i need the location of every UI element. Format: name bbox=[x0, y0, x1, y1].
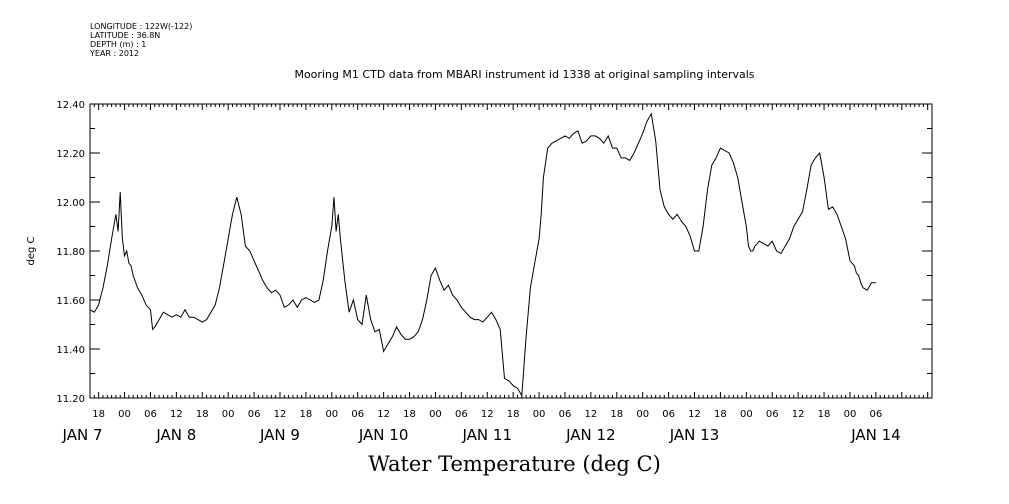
x-hour-label: 00 bbox=[118, 409, 131, 420]
x-hour-label: 18 bbox=[300, 409, 313, 420]
x-hour-label: 12 bbox=[688, 409, 701, 420]
x-day-label: JAN 9 bbox=[259, 426, 300, 444]
y-axis: 11.20 11.40 11.60 11.80 12.00 12.20 12.40 bbox=[56, 100, 932, 405]
longitude-label: LONGITUDE : 122W(-122) bbox=[90, 22, 193, 31]
x-hour-label: 00 bbox=[222, 409, 235, 420]
x-hour-label: 12 bbox=[792, 409, 805, 420]
x-hour-label: 06 bbox=[662, 409, 675, 420]
x-hour-label: 06 bbox=[559, 409, 572, 420]
x-hour-label: 18 bbox=[196, 409, 209, 420]
x-hour-label: 00 bbox=[740, 409, 753, 420]
x-hour-label: 18 bbox=[714, 409, 727, 420]
x-hour-label: 12 bbox=[585, 409, 598, 420]
header-info: LONGITUDE : 122W(-122) LATITUDE : 36.8N … bbox=[90, 22, 192, 58]
x-hour-label: 18 bbox=[92, 409, 105, 420]
x-hour-label: 06 bbox=[144, 409, 157, 420]
x-hour-label: 06 bbox=[248, 409, 261, 420]
x-day-label: JAN 12 bbox=[565, 426, 616, 444]
x-hour-label: 12 bbox=[274, 409, 287, 420]
x-day-label: JAN 13 bbox=[669, 426, 720, 444]
y-tick-label: 12.20 bbox=[56, 149, 85, 160]
x-hour-label: 12 bbox=[170, 409, 183, 420]
x-hour-label: 12 bbox=[377, 409, 390, 420]
series-line bbox=[89, 112, 876, 398]
x-hour-label: 00 bbox=[429, 409, 442, 420]
year-label: YEAR : 2012 bbox=[90, 49, 140, 58]
x-hour-label: 18 bbox=[818, 409, 831, 420]
x-day-label: JAN 10 bbox=[358, 426, 409, 444]
x-hour-label: 06 bbox=[351, 409, 364, 420]
x-day-label: JAN 11 bbox=[462, 426, 513, 444]
y-tick-label: 11.80 bbox=[56, 247, 85, 258]
x-hour-label: 00 bbox=[533, 409, 546, 420]
x-hour-label: 00 bbox=[636, 409, 649, 420]
y-tick-label: 11.60 bbox=[56, 296, 85, 307]
latitude-label: LATITUDE : 36.8N bbox=[90, 31, 161, 40]
depth-label: DEPTH (m) : 1 bbox=[90, 40, 147, 49]
x-hour-label: 12 bbox=[481, 409, 494, 420]
x-day-label: JAN 8 bbox=[155, 426, 196, 444]
x-hour-label: 00 bbox=[844, 409, 857, 420]
x-hour-label: 18 bbox=[610, 409, 623, 420]
y-tick-label: 12.40 bbox=[56, 100, 85, 111]
x-axis-title: Water Temperature (deg C) bbox=[368, 452, 661, 476]
x-axis: 18 00 06 12 18 00 06 12 18 00 06 12 18 00 06 12 18 00 06 12… bbox=[62, 104, 933, 444]
x-hour-label: 00 bbox=[325, 409, 338, 420]
plot-frame bbox=[89, 103, 933, 399]
x-day-label: JAN 14 bbox=[850, 426, 901, 444]
chart-title: Mooring M1 CTD data from MBARI instrumen… bbox=[294, 68, 755, 81]
x-hour-label: 06 bbox=[766, 409, 779, 420]
y-tick-label: 12.00 bbox=[56, 198, 85, 209]
y-tick-label: 11.20 bbox=[56, 394, 85, 405]
x-hour-label: 06 bbox=[869, 409, 882, 420]
x-day-label: JAN 7 bbox=[62, 426, 103, 444]
x-hour-label: 18 bbox=[507, 409, 520, 420]
y-axis-title: deg C bbox=[26, 236, 37, 265]
y-tick-label: 11.40 bbox=[56, 345, 85, 356]
x-hour-label: 06 bbox=[455, 409, 468, 420]
x-hour-label: 18 bbox=[403, 409, 416, 420]
